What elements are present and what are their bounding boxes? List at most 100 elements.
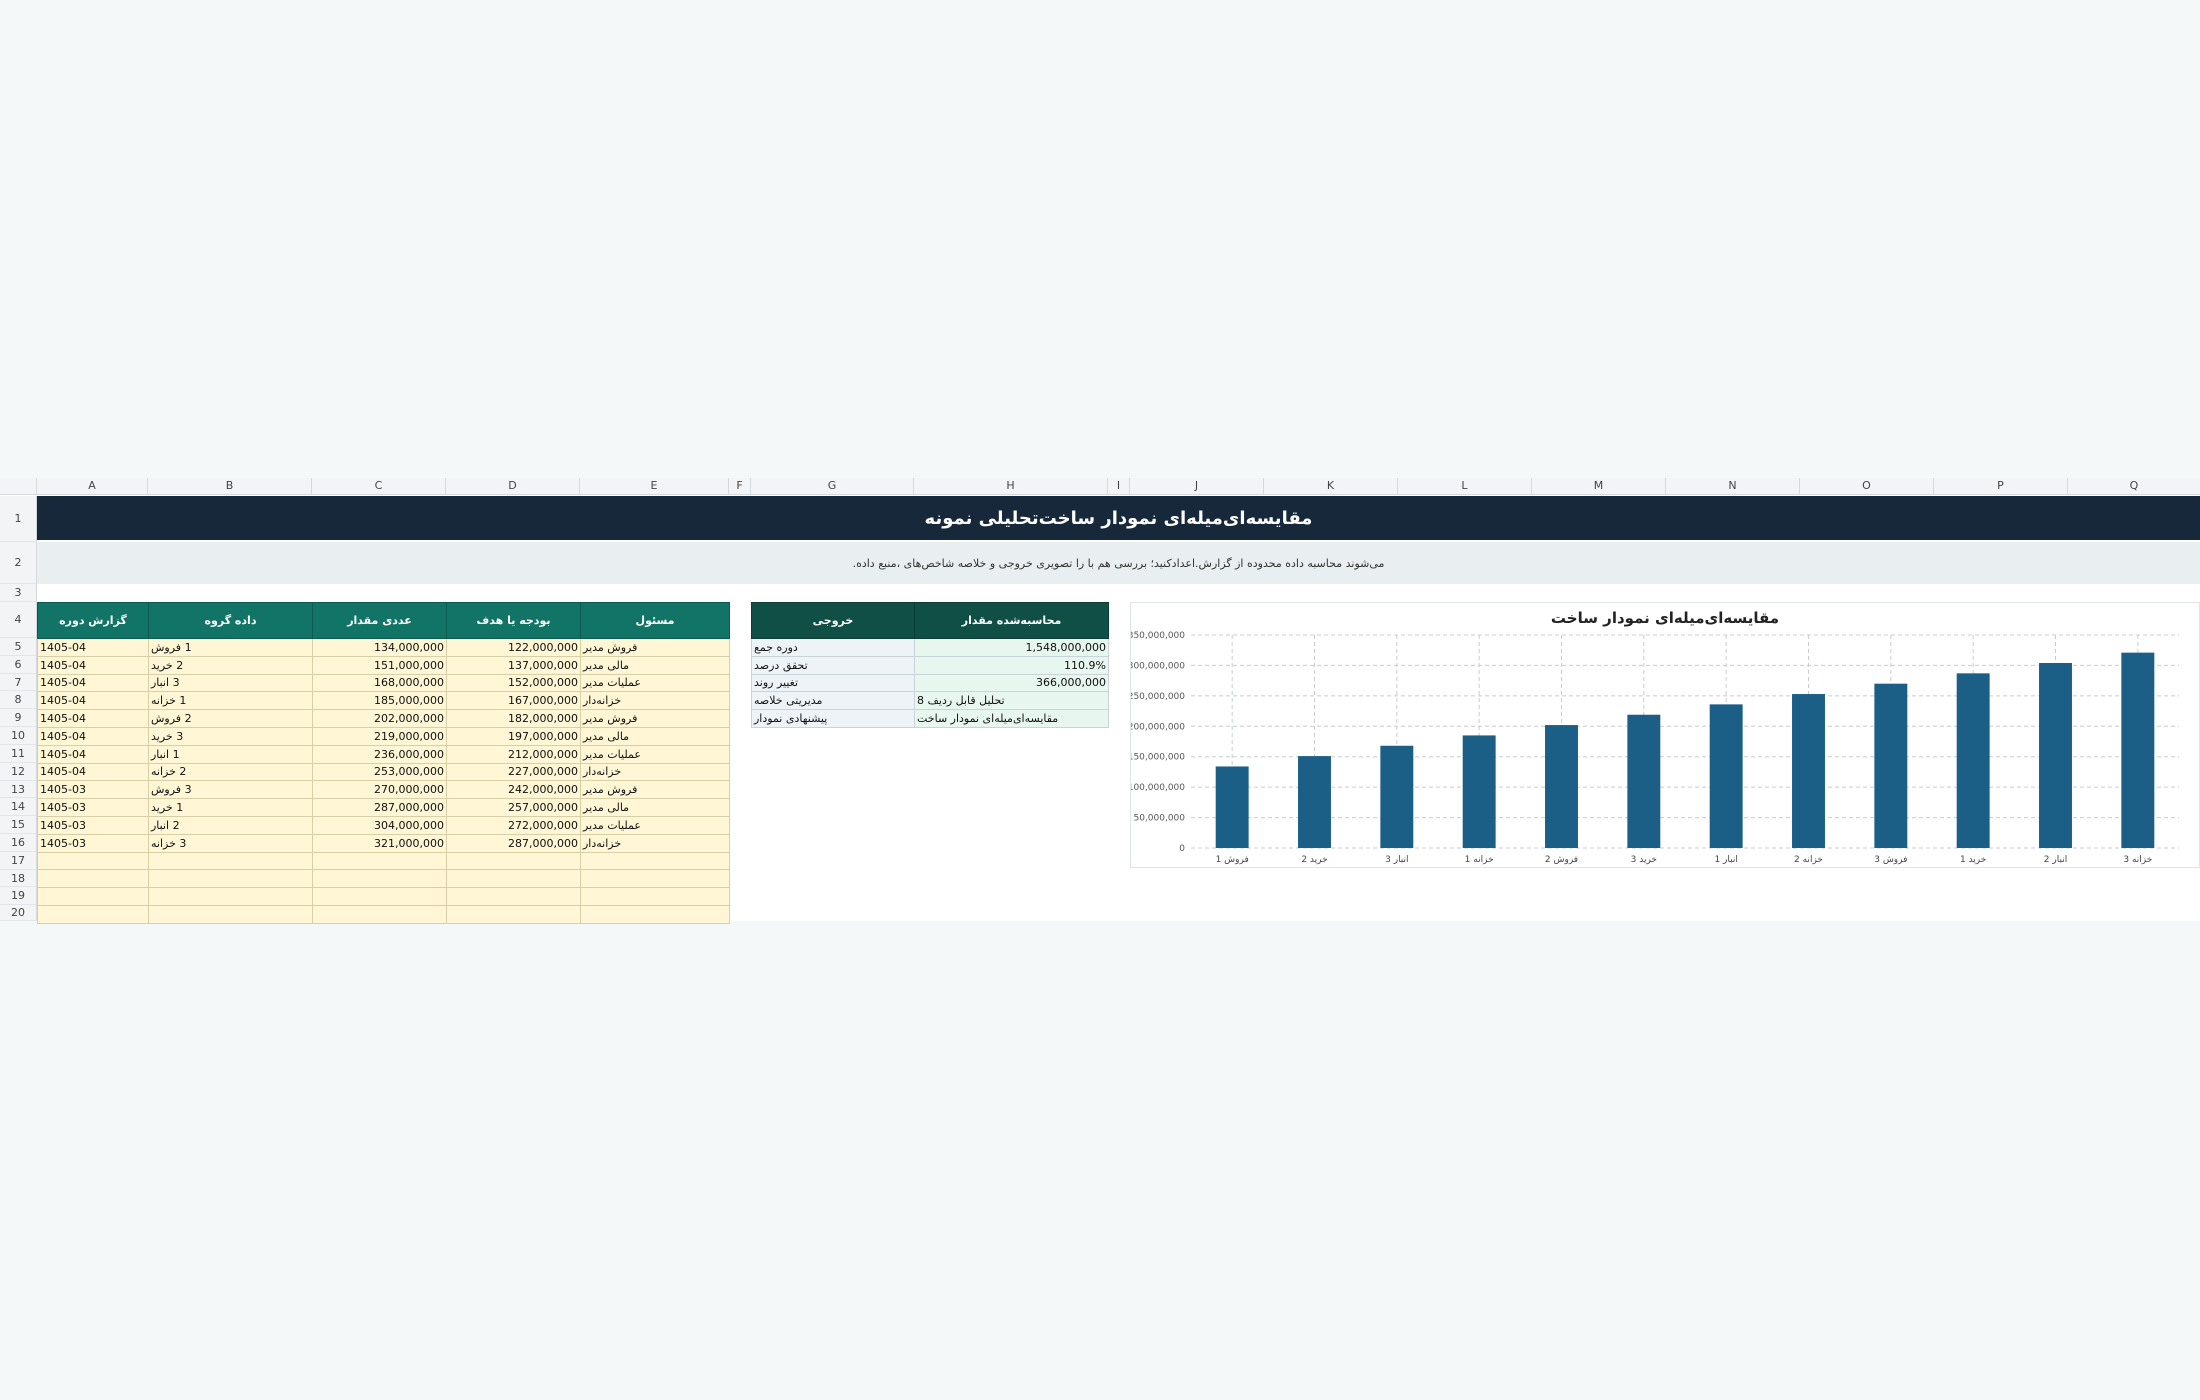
table-cell[interactable]: فروش مدیر xyxy=(580,780,730,800)
table-cell[interactable] xyxy=(312,904,447,924)
bar[interactable] xyxy=(2121,652,2155,848)
column-header-D[interactable]: D xyxy=(446,478,580,494)
row-header-5[interactable]: 5 xyxy=(0,638,37,656)
table-cell[interactable]: 137,000,000 xyxy=(446,655,581,675)
row-header-15[interactable]: 15 xyxy=(0,816,37,834)
table-cell[interactable]: 236,000,000 xyxy=(312,744,447,764)
bar[interactable] xyxy=(1215,766,1249,848)
column-header-B[interactable]: B xyxy=(148,478,312,494)
table-cell[interactable]: 2 خزانه xyxy=(148,762,313,782)
table-cell[interactable] xyxy=(446,887,581,906)
column-header-L[interactable]: L xyxy=(1398,478,1532,494)
table-cell[interactable]: 182,000,000 xyxy=(446,709,581,728)
bar-chart[interactable]: مقایسه‌ای‌میله‌ای نمودار ساخت 0 50,000,00… xyxy=(1128,602,2200,868)
bar[interactable] xyxy=(1545,725,1578,848)
data-col-header[interactable]: بودجه یا هدف xyxy=(446,602,581,639)
row-header-7[interactable]: 7 xyxy=(0,674,37,691)
table-cell[interactable]: 1405-04 xyxy=(37,655,149,675)
output-label-cell[interactable]: تحقق درصد xyxy=(751,655,915,675)
table-cell[interactable]: 1 انبار xyxy=(148,744,313,764)
table-cell[interactable]: عملیات مدیر xyxy=(580,673,730,693)
row-header-3[interactable]: 3 xyxy=(0,584,37,602)
table-cell[interactable] xyxy=(446,851,581,871)
table-cell[interactable] xyxy=(312,887,447,906)
row-header-14[interactable]: 14 xyxy=(0,798,37,816)
table-cell[interactable]: 1405-03 xyxy=(37,833,149,853)
column-header-O[interactable]: O xyxy=(1800,478,1934,494)
table-cell[interactable]: خزانه‌دار xyxy=(580,762,730,782)
table-cell[interactable]: 1 خزانه xyxy=(148,691,313,711)
column-header-J[interactable]: J xyxy=(1130,478,1264,494)
bar[interactable] xyxy=(1709,704,1743,848)
table-cell[interactable]: فروش مدیر xyxy=(580,709,730,728)
column-header-E[interactable]: E xyxy=(580,478,729,494)
output-col-header[interactable]: خروجی xyxy=(751,602,915,639)
table-cell[interactable] xyxy=(37,851,149,871)
table-cell[interactable] xyxy=(148,851,313,871)
table-cell[interactable]: خزانه‌دار xyxy=(580,833,730,853)
output-value-cell[interactable]: 1,548,000,000 xyxy=(914,638,1109,657)
bar[interactable] xyxy=(2039,662,2072,848)
row-header-4[interactable]: 4 xyxy=(0,602,37,638)
table-cell[interactable]: 287,000,000 xyxy=(312,798,447,817)
data-col-header[interactable]: مسئول xyxy=(580,602,730,639)
table-cell[interactable] xyxy=(148,869,313,889)
table-cell[interactable]: عملیات مدیر xyxy=(580,744,730,764)
row-header-8[interactable]: 8 xyxy=(0,691,37,709)
bar[interactable] xyxy=(1874,683,1908,848)
table-cell[interactable]: 219,000,000 xyxy=(312,726,447,746)
table-cell[interactable] xyxy=(148,887,313,906)
column-header-Q[interactable]: Q xyxy=(2068,478,2200,494)
table-cell[interactable]: 2 خرید xyxy=(148,655,313,675)
table-cell[interactable]: 1405-04 xyxy=(37,726,149,746)
output-value-cell[interactable]: 110.9% xyxy=(914,655,1109,675)
table-cell[interactable]: 1405-04 xyxy=(37,638,149,657)
bar[interactable] xyxy=(1792,694,1825,848)
row-header-10[interactable]: 10 xyxy=(0,727,37,745)
bar[interactable] xyxy=(1956,673,1990,848)
row-header-20[interactable]: 20 xyxy=(0,905,37,921)
output-value-cell[interactable]: مقایسه‌ای‌میله‌ای نمودار ساخت xyxy=(914,709,1109,728)
table-cell[interactable] xyxy=(580,904,730,924)
data-col-header[interactable]: گزارش دوره xyxy=(37,602,149,639)
column-header-K[interactable]: K xyxy=(1264,478,1398,494)
column-header-G[interactable]: G xyxy=(751,478,914,494)
table-cell[interactable]: 168,000,000 xyxy=(312,673,447,693)
table-cell[interactable] xyxy=(37,869,149,889)
output-col-header[interactable]: محاسبه‌شده مقدار xyxy=(914,602,1109,639)
column-header-M[interactable]: M xyxy=(1532,478,1666,494)
table-cell[interactable] xyxy=(312,869,447,889)
row-header-16[interactable]: 16 xyxy=(0,834,37,852)
table-cell[interactable]: 151,000,000 xyxy=(312,655,447,675)
sheet-subtitle[interactable]: .می‌شوند محاسبه داده محدوده از گزارش.اعد… xyxy=(37,542,2200,584)
bar[interactable] xyxy=(1380,745,1414,848)
table-cell[interactable]: مالی مدیر xyxy=(580,655,730,675)
output-value-cell[interactable]: تحلیل قابل ردیف 8 xyxy=(914,691,1109,711)
corner-cell[interactable] xyxy=(0,478,37,494)
table-cell[interactable]: 1405-04 xyxy=(37,709,149,728)
output-value-cell[interactable]: 366,000,000 xyxy=(914,673,1109,693)
row-header-12[interactable]: 12 xyxy=(0,763,37,781)
output-label-cell[interactable]: تغییر روند xyxy=(751,673,915,693)
output-label-cell[interactable]: دوره جمع xyxy=(751,638,915,657)
table-cell[interactable]: 321,000,000 xyxy=(312,833,447,853)
table-cell[interactable] xyxy=(580,887,730,906)
table-cell[interactable] xyxy=(312,851,447,871)
table-cell[interactable]: 287,000,000 xyxy=(446,833,581,853)
table-cell[interactable] xyxy=(37,887,149,906)
column-header-A[interactable]: A xyxy=(37,478,148,494)
table-cell[interactable]: 3 خرید xyxy=(148,726,313,746)
table-cell[interactable]: 1405-04 xyxy=(37,744,149,764)
table-cell[interactable]: 242,000,000 xyxy=(446,780,581,800)
row-header-19[interactable]: 19 xyxy=(0,887,37,905)
column-header-P[interactable]: P xyxy=(1934,478,2068,494)
table-cell[interactable]: 253,000,000 xyxy=(312,762,447,782)
table-cell[interactable]: 152,000,000 xyxy=(446,673,581,693)
row-header-2[interactable]: 2 xyxy=(0,542,37,584)
row-header-18[interactable]: 18 xyxy=(0,870,37,887)
row-header-9[interactable]: 9 xyxy=(0,709,37,727)
table-cell[interactable]: 1405-03 xyxy=(37,815,149,835)
column-header-F[interactable]: F xyxy=(729,478,751,494)
bar[interactable] xyxy=(1298,756,1331,848)
table-cell[interactable]: عملیات مدیر xyxy=(580,815,730,835)
